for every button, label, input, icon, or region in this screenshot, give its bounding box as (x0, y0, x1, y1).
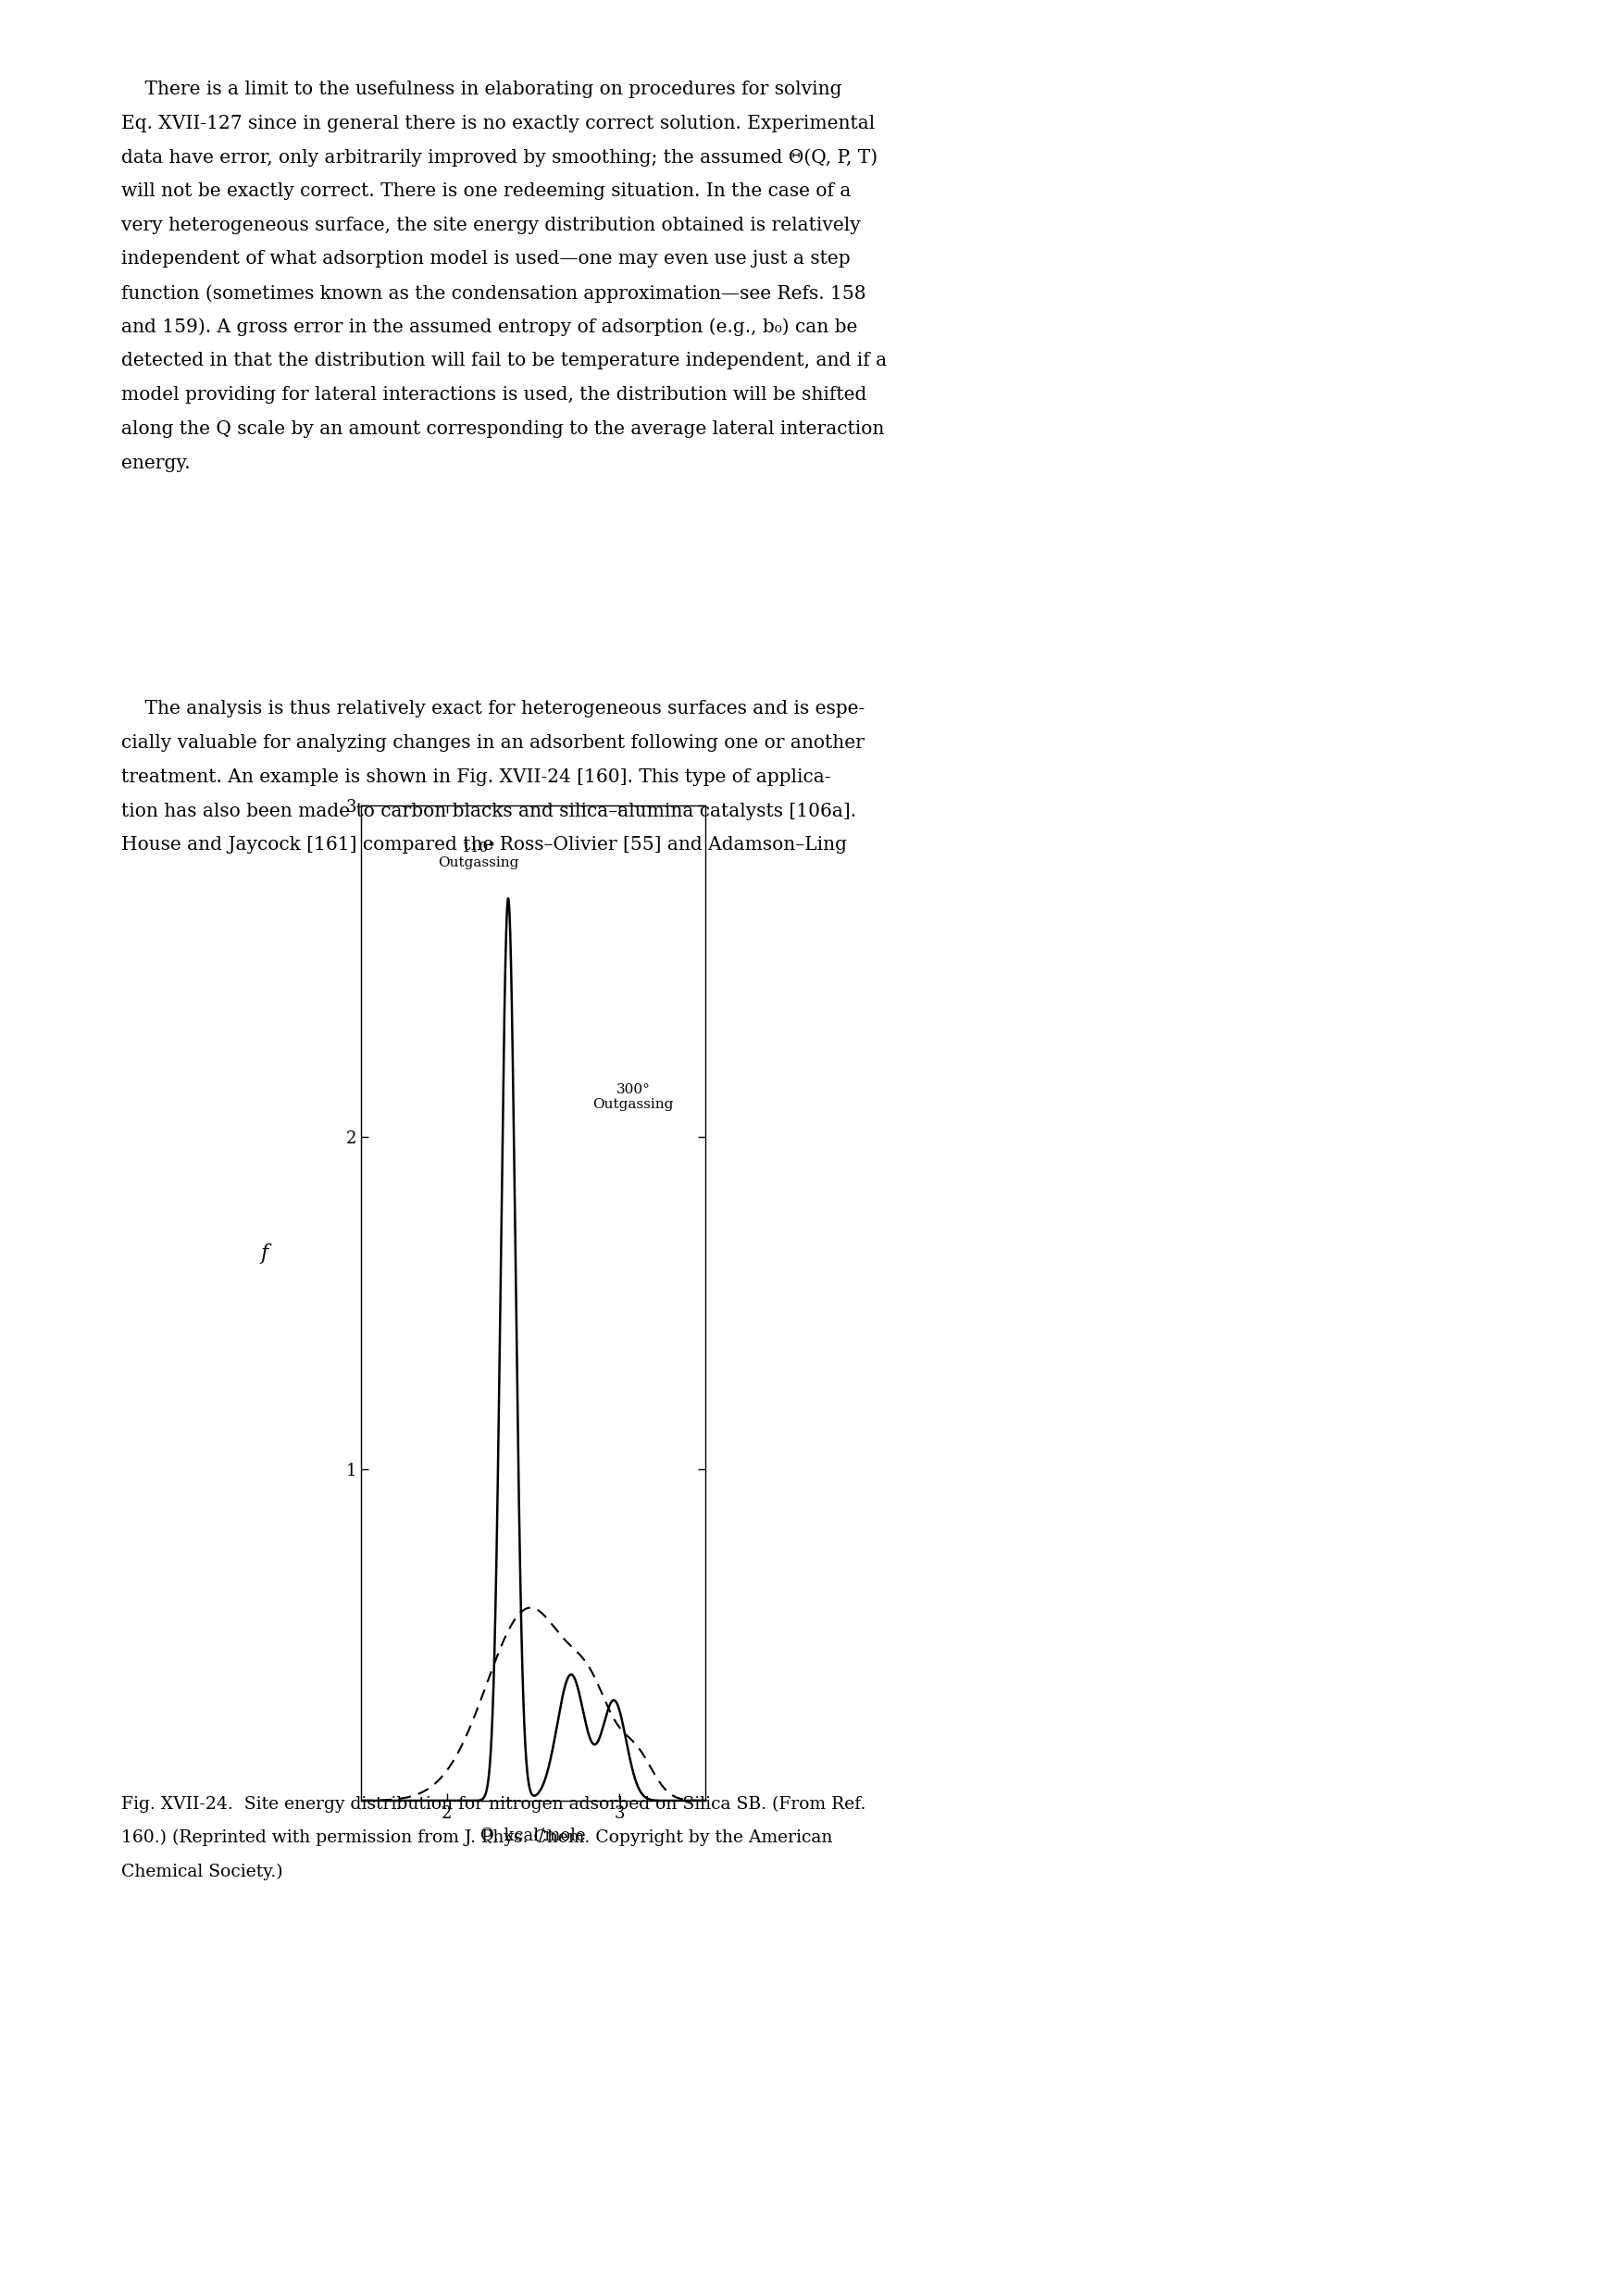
Text: energy.: energy. (121, 455, 191, 471)
Text: Eq. XVII-127 since in general there is no exactly correct solution. Experimental: Eq. XVII-127 since in general there is n… (121, 115, 875, 131)
Text: will not be exactly correct. There is one redeeming situation. In the case of a: will not be exactly correct. There is on… (121, 181, 851, 200)
Text: independent of what adsorption model is used—one may even use just a step: independent of what adsorption model is … (121, 250, 851, 269)
Text: treatment. An example is shown in Fig. XVII-24 [160]. This type of applica-: treatment. An example is shown in Fig. X… (121, 769, 832, 785)
Text: 300°
Outgassing: 300° Outgassing (592, 1084, 673, 1111)
Text: Fig. XVII-24.  Site energy distribution for nitrogen adsorbed on Silica SB. (Fro: Fig. XVII-24. Site energy distribution f… (121, 1795, 866, 1812)
Text: detected in that the distribution will fail to be temperature independent, and i: detected in that the distribution will f… (121, 351, 887, 370)
Text: data have error, only arbitrarily improved by smoothing; the assumed Θ(Q, P, T): data have error, only arbitrarily improv… (121, 149, 877, 168)
Text: very heterogeneous surface, the site energy distribution obtained is relatively: very heterogeneous surface, the site ene… (121, 216, 861, 234)
Text: f: f (260, 1242, 267, 1263)
Text: 160.) (Reprinted with permission from J. Phys. Chem. Copyright by the American: 160.) (Reprinted with permission from J.… (121, 1830, 833, 1846)
X-axis label: Q, kcal/mole: Q, kcal/mole (481, 1828, 586, 1844)
Text: function (sometimes known as the condensation approximation—see Refs. 158: function (sometimes known as the condens… (121, 285, 866, 303)
Text: along the Q scale by an amount corresponding to the average lateral interaction: along the Q scale by an amount correspon… (121, 420, 885, 439)
Text: The analysis is thus relatively exact for heterogeneous surfaces and is espe-: The analysis is thus relatively exact fo… (121, 700, 866, 719)
Text: tion has also been made to carbon blacks and silica–alumina catalysts [106a].: tion has also been made to carbon blacks… (121, 801, 856, 820)
Text: Chemical Society.): Chemical Society.) (121, 1864, 283, 1880)
Text: model providing for lateral interactions is used, the distribution will be shift: model providing for lateral interactions… (121, 386, 867, 404)
Text: There is a limit to the usefulness in elaborating on procedures for solving: There is a limit to the usefulness in el… (121, 80, 841, 99)
Text: 110°
Outgassing: 110° Outgassing (437, 840, 518, 870)
Text: and 159). A gross error in the assumed entropy of adsorption (e.g., b₀) can be: and 159). A gross error in the assumed e… (121, 319, 858, 338)
Text: cially valuable for analyzing changes in an adsorbent following one or another: cially valuable for analyzing changes in… (121, 735, 864, 751)
Text: House and Jaycock [161] compared the Ross–Olivier [55] and Adamson–Ling: House and Jaycock [161] compared the Ros… (121, 836, 848, 854)
